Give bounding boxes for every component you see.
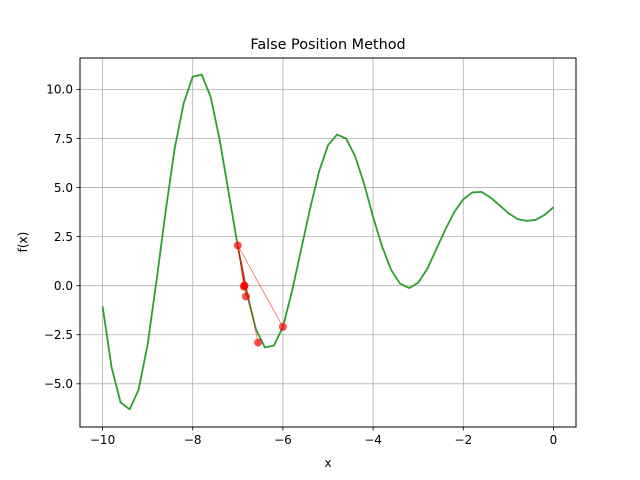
- iteration-point: [254, 338, 263, 347]
- x-tick-label: −6: [274, 433, 292, 447]
- secant-line: [237, 245, 284, 328]
- y-tick-label: 5.0: [54, 181, 73, 195]
- function-curve-line: [101, 73, 555, 411]
- y-tick-label: 0.0: [54, 279, 73, 293]
- x-axis-label: x: [324, 456, 331, 470]
- y-axis-ticks: −5.0 −2.5 0.0 2.5 5.0 7.5 10.0: [44, 83, 80, 391]
- grid: [80, 58, 576, 427]
- iteration-point: [240, 281, 249, 290]
- x-tick-label: −4: [364, 433, 382, 447]
- y-tick-label: −2.5: [44, 328, 73, 342]
- y-tick-label: 10.0: [46, 83, 73, 97]
- x-tick-label: 0: [550, 433, 558, 447]
- iteration-point: [278, 322, 287, 331]
- y-tick-label: 2.5: [54, 230, 73, 244]
- secant-line: [237, 245, 245, 286]
- chart-title: False Position Method: [250, 37, 405, 53]
- iteration-point: [233, 241, 242, 250]
- x-tick-label: −2: [454, 433, 472, 447]
- function-curve: [101, 73, 555, 411]
- y-axis-label: f(x): [16, 232, 30, 253]
- x-tick-label: −10: [90, 433, 115, 447]
- x-tick-label: −8: [184, 433, 202, 447]
- iteration-points: [233, 241, 287, 347]
- y-tick-label: −5.0: [44, 377, 73, 391]
- y-tick-label: 7.5: [54, 132, 73, 146]
- x-axis-ticks: −10 −8 −6 −4 −2 0: [90, 427, 557, 447]
- axes-frame: [79, 57, 577, 428]
- iteration-point: [241, 292, 250, 301]
